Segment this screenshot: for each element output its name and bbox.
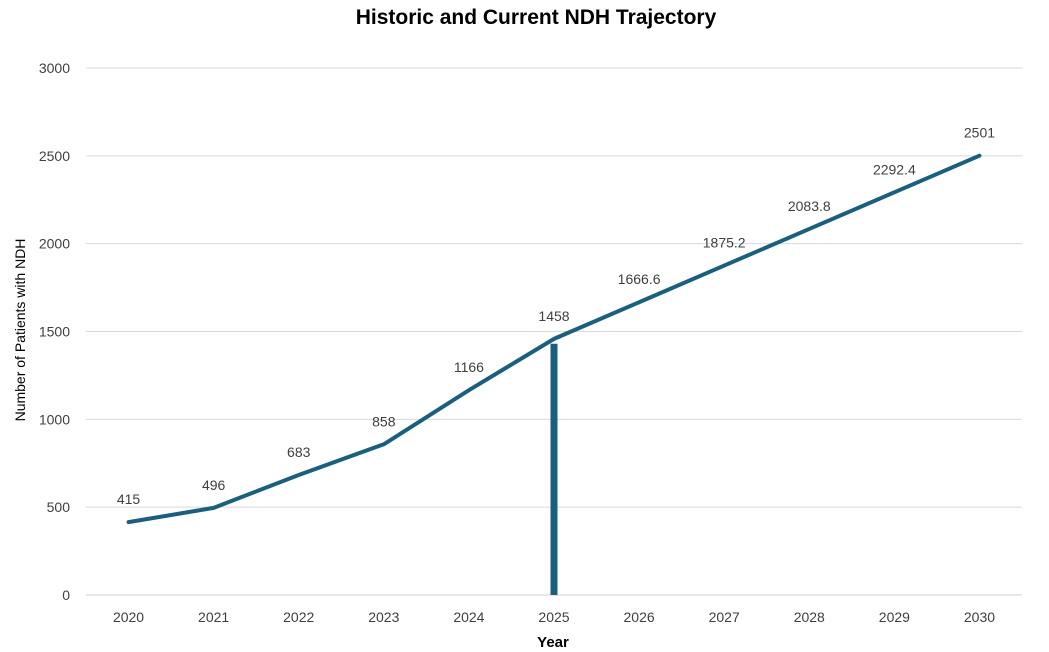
x-tick-label: 2021 [198, 609, 229, 625]
x-axis-title: Year [537, 634, 569, 651]
x-tick-label: 2023 [368, 609, 399, 625]
data-label: 858 [372, 413, 396, 429]
chart-title: Historic and Current NDH Trajectory [355, 6, 717, 29]
x-tick-label: 2024 [453, 609, 484, 625]
data-label: 1458 [538, 308, 569, 324]
x-tick-label: 2022 [283, 609, 314, 625]
y-tick-label: 0 [62, 587, 70, 603]
data-label: 2083.8 [788, 198, 831, 214]
x-tick-label: 2020 [113, 609, 144, 625]
x-tick-label: 2029 [879, 609, 910, 625]
data-label: 415 [117, 491, 141, 507]
x-tick-label: 2030 [964, 609, 995, 625]
y-tick-label: 2500 [39, 148, 70, 164]
y-tick-label: 500 [47, 499, 71, 515]
data-label: 1166 [454, 359, 484, 375]
data-label: 2501 [964, 125, 995, 141]
y-tick-label: 3000 [39, 60, 70, 76]
data-label: 2292.4 [873, 161, 916, 177]
y-tick-label: 1500 [39, 324, 70, 340]
x-tick-label: 2027 [709, 609, 740, 625]
x-tick-label: 2028 [794, 609, 825, 625]
data-label: 1666.6 [618, 271, 661, 287]
x-tick-label: 2025 [538, 609, 569, 625]
data-label: 683 [287, 444, 311, 460]
y-tick-label: 2000 [39, 236, 70, 252]
series-line [126, 153, 982, 525]
x-tick-label: 2026 [624, 609, 655, 625]
data-label: 1875.2 [703, 235, 746, 251]
y-tick-label: 1000 [39, 411, 70, 427]
data-label: 496 [202, 477, 226, 493]
